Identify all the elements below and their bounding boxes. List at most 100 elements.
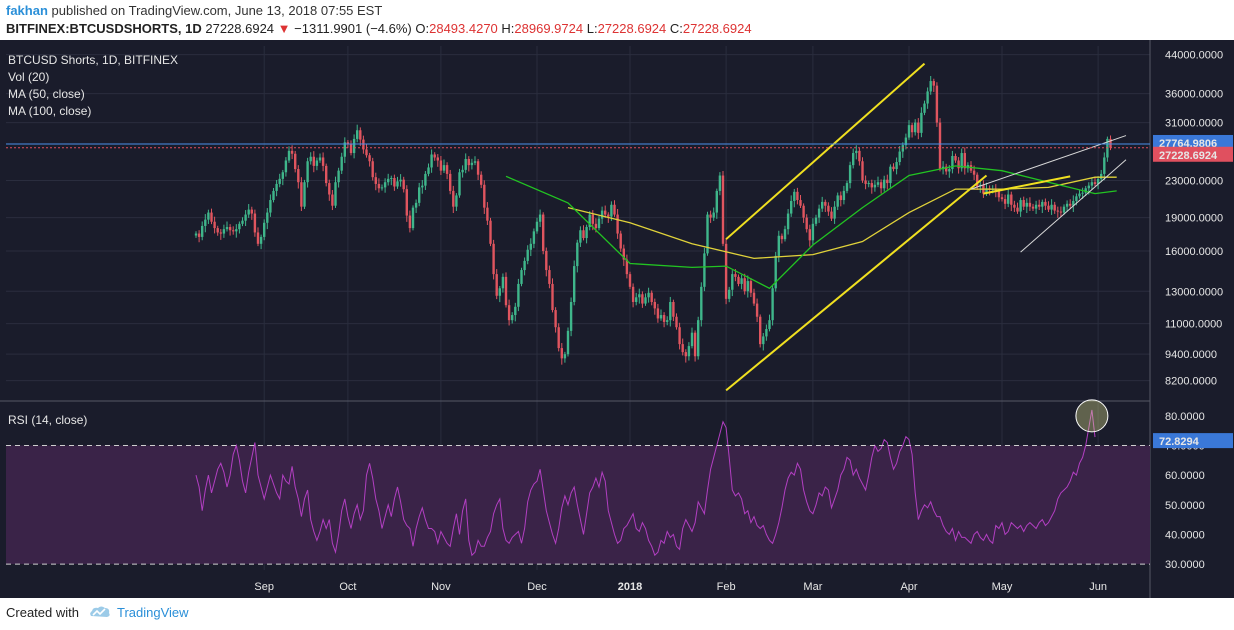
candle-body xyxy=(445,165,449,174)
candle-body xyxy=(644,297,647,304)
yellow-trend-line[interactable] xyxy=(725,62,926,240)
candle-body xyxy=(495,274,498,296)
candle-body xyxy=(464,158,467,170)
rsi-legend[interactable]: RSI (14, close) xyxy=(8,413,88,427)
rsi-value-tag-bg xyxy=(1153,433,1233,449)
symbol-name[interactable]: BITFINEX:BTCUSDSHORTS, 1D xyxy=(6,21,202,36)
yellow-trend-line[interactable] xyxy=(725,174,988,392)
candle-body xyxy=(600,210,604,219)
candle-body xyxy=(836,195,839,207)
candle-body xyxy=(272,190,275,201)
candle-body xyxy=(489,220,492,244)
candle-body xyxy=(1075,196,1078,201)
candle-body xyxy=(535,221,539,232)
candle-body xyxy=(647,292,650,298)
candle-body xyxy=(997,190,1001,198)
low-value: 27228.6924 xyxy=(597,21,667,36)
candle-body xyxy=(1069,203,1072,206)
candle-body xyxy=(684,352,687,357)
candle-body xyxy=(318,157,322,161)
candle-body xyxy=(929,81,932,92)
open-value: 28493.4270 xyxy=(429,21,498,36)
time-axis[interactable]: Sep Oct Nov Dec 2018 Feb Mar Apr May Jun xyxy=(254,581,1107,593)
candle-body xyxy=(672,301,675,317)
author-link[interactable]: fakhan xyxy=(6,3,48,18)
ma50-legend[interactable]: MA (50, close) xyxy=(8,87,85,101)
tradingview-link[interactable]: TradingView xyxy=(117,605,189,620)
candle-body xyxy=(628,274,632,287)
candle-body xyxy=(681,344,684,353)
rsi-tick-label: 40.0000 xyxy=(1165,529,1205,541)
candle-body xyxy=(864,180,867,184)
candle-body xyxy=(337,170,340,183)
candle-body xyxy=(371,161,374,178)
low-label: L: xyxy=(586,21,598,36)
yellow-trend-line[interactable] xyxy=(983,175,1071,195)
candle-body xyxy=(855,150,858,154)
candle-body xyxy=(393,178,396,187)
candle-body xyxy=(848,165,852,184)
candle-body xyxy=(876,182,880,185)
candle-body xyxy=(749,281,753,293)
rsi-band xyxy=(6,445,1150,565)
candle-body xyxy=(427,167,430,174)
candle-body xyxy=(945,166,948,172)
candle-body xyxy=(731,274,734,290)
candle-body xyxy=(616,214,619,234)
candle-body xyxy=(892,166,895,170)
candle-body xyxy=(631,286,635,302)
candle-body xyxy=(1053,204,1056,211)
candle-body xyxy=(421,185,424,188)
rsi-tick-label: 80.0000 xyxy=(1165,411,1205,423)
candle-body xyxy=(1047,205,1050,210)
candle-body xyxy=(737,276,740,284)
ma100-legend[interactable]: MA (100, close) xyxy=(8,104,92,118)
candle-body xyxy=(827,205,830,212)
high-label: H: xyxy=(501,21,515,36)
candle-body xyxy=(424,173,427,186)
candle-body xyxy=(452,190,455,207)
candle-body xyxy=(790,200,793,214)
candle-body xyxy=(210,212,213,222)
chart-canvas[interactable]: 8200.0000 9400.0000 11000.0000 13000.0000 16… xyxy=(0,40,1234,598)
candle-body xyxy=(542,214,545,251)
candle-body xyxy=(576,242,579,267)
candle-body xyxy=(607,214,610,217)
tradingview-logo-icon[interactable] xyxy=(88,604,112,620)
candle-body xyxy=(411,207,415,229)
candle-body xyxy=(976,174,979,187)
candle-body xyxy=(879,182,883,189)
candle-body xyxy=(901,145,904,152)
candle-body xyxy=(1072,200,1075,206)
trend-lines[interactable] xyxy=(725,62,1127,392)
down-arrow-icon: ▼ xyxy=(277,21,291,36)
candle-body xyxy=(1065,203,1069,207)
open-label: O: xyxy=(415,21,430,36)
candle-body xyxy=(480,174,483,185)
candle-body xyxy=(821,201,824,209)
candle-body xyxy=(656,308,660,319)
candle-body xyxy=(610,204,613,217)
close-value: 27228.6924 xyxy=(682,21,752,36)
candle-body xyxy=(771,288,774,321)
candle-body xyxy=(216,228,219,233)
candle-body xyxy=(1093,182,1097,184)
chart-area[interactable]: 8200.0000 9400.0000 11000.0000 13000.0000 16… xyxy=(0,40,1234,598)
candle-body xyxy=(845,183,849,191)
candle-body xyxy=(253,213,257,233)
high-price-tag-bg xyxy=(1153,134,1233,150)
candle-body xyxy=(963,153,966,169)
candle-body xyxy=(700,286,703,321)
candle-body xyxy=(346,142,350,144)
candle-body xyxy=(948,169,951,172)
candle-body xyxy=(362,139,365,150)
candle-body xyxy=(312,156,315,166)
candle-body xyxy=(1096,178,1100,184)
wedge-trend-line[interactable] xyxy=(1020,159,1127,253)
candle-body xyxy=(858,150,861,162)
volume-legend[interactable]: Vol (20) xyxy=(8,70,50,84)
last-price-tag: 27228.6924 xyxy=(1159,150,1218,162)
price-tick-label: 13000.0000 xyxy=(1165,286,1223,298)
candle-body xyxy=(805,217,808,230)
candle-body xyxy=(263,222,266,237)
